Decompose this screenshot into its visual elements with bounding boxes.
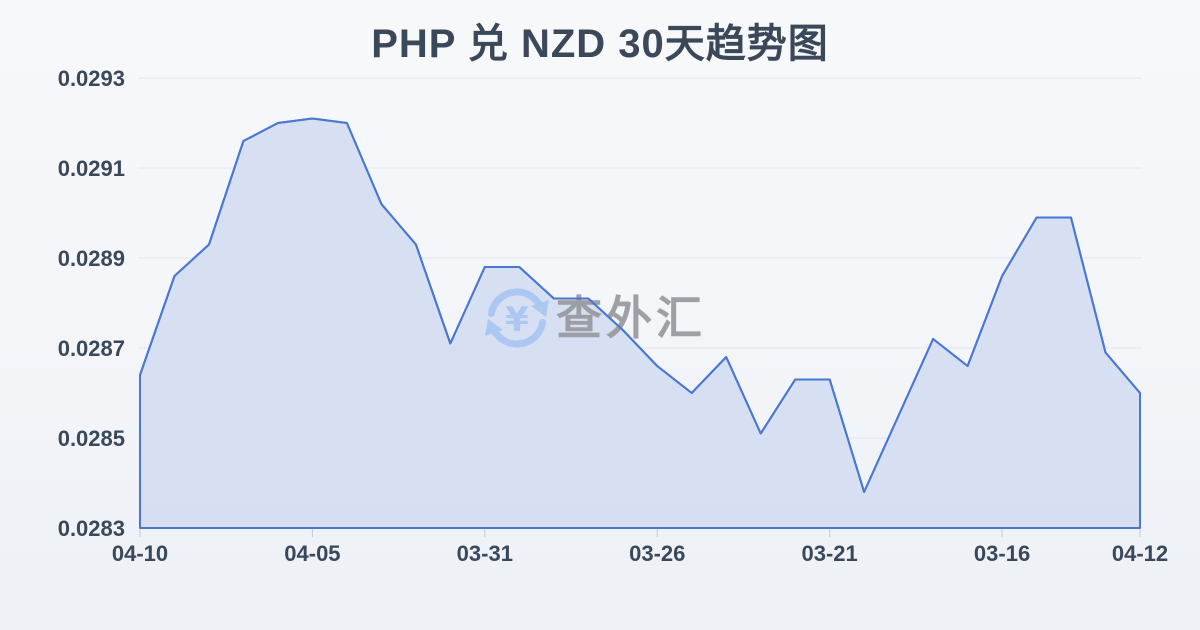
x-axis-label: 03-26 [629,541,685,566]
chart-title: PHP 兑 NZD 30天趋势图 [371,22,829,66]
y-axis-label: 0.0293 [58,66,125,91]
y-axis-label: 0.0291 [58,156,125,181]
watermark-text: 查外汇 [556,292,706,344]
x-axis-label: 04-10 [112,541,168,566]
arrow-head-right-icon [531,300,549,317]
x-axis-label: 03-31 [457,541,513,566]
x-axis-label: 04-05 [284,541,340,566]
y-axis-label: 0.0287 [58,336,125,361]
y-axis-label: 0.0283 [58,516,125,541]
yen-symbol: ¥ [505,300,529,340]
trend-line [139,117,1141,493]
x-axis-label: 03-16 [974,541,1030,566]
watermark: ¥ 查外汇 [485,288,706,348]
line-path [139,117,1141,493]
y-axis-label: 0.0289 [58,246,125,271]
y-axis-label: 0.0285 [58,426,125,451]
x-axis-label: 04-12 [1112,541,1168,566]
x-axis-label: 03-21 [802,541,858,566]
axes: 04-10 04-05 03-31 03-26 03-21 03-16 04-12 [112,529,1168,566]
currency-exchange-icon: ¥ [485,288,549,348]
arrow-head-left-icon [485,319,503,336]
